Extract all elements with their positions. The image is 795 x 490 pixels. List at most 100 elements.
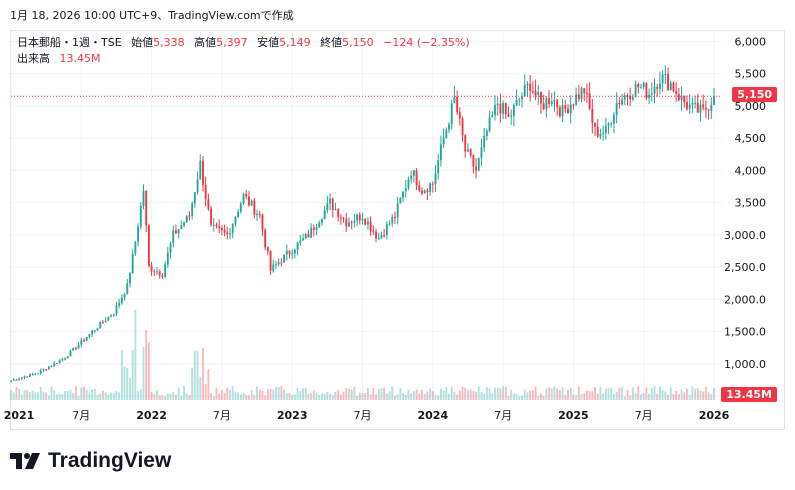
symbol-label[interactable]: 日本郵船・1週・TSE <box>17 36 122 49</box>
candle-body <box>350 222 353 224</box>
volume-bar <box>12 392 15 400</box>
volume-bar <box>288 393 291 400</box>
volume-bar <box>377 388 380 400</box>
volume-bar <box>548 387 551 400</box>
x-tick-label: 7月 <box>635 409 653 422</box>
candle-body <box>653 86 656 94</box>
candle-body <box>650 93 653 95</box>
volume-bar <box>345 388 348 400</box>
candle-body <box>166 252 169 265</box>
candle-body <box>164 264 167 278</box>
candle-body <box>518 99 521 101</box>
candle-body <box>139 205 142 227</box>
volume-value: 13.45M <box>59 52 101 65</box>
candle-body <box>31 374 34 376</box>
candle-body <box>315 227 318 230</box>
volume-bar <box>293 394 296 400</box>
volume-bar <box>707 392 710 400</box>
volume-bar <box>158 395 161 400</box>
volume-bar <box>667 394 669 400</box>
volume-bar <box>304 387 307 400</box>
volume-bar <box>269 388 272 400</box>
volume-bar <box>23 389 26 400</box>
candle-body <box>491 115 494 118</box>
candle-body <box>531 91 534 93</box>
volume-bar <box>450 386 453 400</box>
candle-body <box>623 95 626 100</box>
volume-bar <box>342 391 345 400</box>
volume-bar <box>99 393 102 400</box>
volume-bar <box>383 387 386 400</box>
candle-body <box>618 102 621 105</box>
x-tick-label: 2023 <box>277 409 308 422</box>
close-label: 終値 <box>320 36 343 49</box>
volume-bar <box>618 387 621 400</box>
volume-bar <box>483 393 486 400</box>
candle-body <box>437 160 440 174</box>
volume-bar <box>439 388 442 400</box>
candle-body <box>415 170 418 186</box>
candle-body <box>383 235 386 237</box>
volume-bar <box>126 367 129 400</box>
y-tick-label: 3,000.0 <box>724 229 766 242</box>
volume-bar <box>553 386 556 400</box>
candle-body <box>553 99 556 102</box>
candle-body <box>223 230 226 233</box>
volume-bar <box>575 395 578 400</box>
volume-bar <box>472 391 475 400</box>
candle-body <box>407 179 410 188</box>
volume-bar <box>50 386 53 400</box>
candle-body <box>658 83 661 89</box>
volume-bar <box>418 393 421 400</box>
volume-bar <box>494 387 496 400</box>
candle-body <box>245 194 248 197</box>
volume-bar <box>399 388 402 400</box>
candle-body <box>602 132 605 135</box>
x-tick-label: 7月 <box>354 409 372 422</box>
volume-bar <box>123 366 126 400</box>
volume-bar <box>621 387 624 400</box>
candle-body <box>694 102 697 104</box>
volume-bar <box>339 394 342 400</box>
volume-bar <box>664 391 667 400</box>
candle-body <box>107 316 110 321</box>
candle-body <box>707 109 710 111</box>
candle-body <box>672 82 675 92</box>
candle-body <box>337 209 340 218</box>
candle-body <box>640 87 642 89</box>
volume-bar <box>61 393 64 400</box>
candle-body <box>691 102 694 105</box>
volume-bar <box>523 389 526 400</box>
candle-body <box>358 214 361 221</box>
volume-bar <box>161 395 164 400</box>
candle-body <box>69 350 72 357</box>
volume-bar <box>448 394 450 400</box>
candle-body <box>310 227 313 238</box>
volume-bar <box>31 390 34 400</box>
volume-bar <box>120 350 123 400</box>
volume-bar <box>20 394 23 400</box>
candle-body <box>307 234 310 238</box>
volume-bar <box>142 346 145 400</box>
volume-bar <box>118 392 121 400</box>
y-tick-label: 4,000 <box>735 164 767 177</box>
volume-bar <box>202 347 204 400</box>
candle-body <box>375 231 377 239</box>
volume-bar <box>650 388 653 400</box>
candle-body <box>150 265 153 272</box>
candle-body <box>661 74 664 84</box>
volume-bar <box>626 390 629 400</box>
candle-body <box>369 221 372 232</box>
candle-body <box>702 104 705 108</box>
tradingview-logo[interactable]: TradingView <box>10 449 171 473</box>
volume-bar <box>323 393 326 400</box>
volume-bar <box>247 395 250 400</box>
volume-bar <box>358 392 361 400</box>
volume-bar <box>207 369 210 400</box>
candle-body <box>626 95 629 97</box>
volume-bar <box>691 386 694 400</box>
volume-bar <box>83 386 85 400</box>
volume-bar <box>396 394 399 400</box>
volume-bar <box>26 390 29 400</box>
